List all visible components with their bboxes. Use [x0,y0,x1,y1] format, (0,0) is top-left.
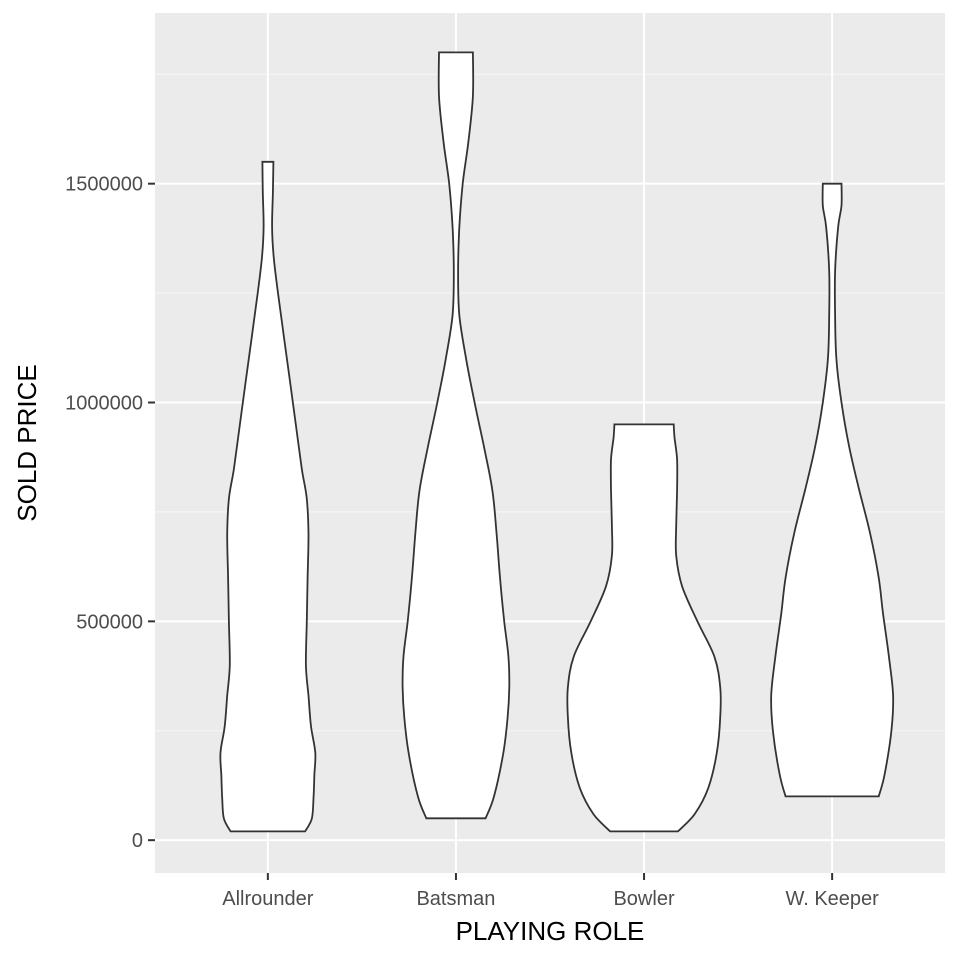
violin-w-keeper [770,182,895,798]
x-tick-label: Batsman [416,888,495,910]
violin-bowler [566,423,722,833]
violins [219,51,895,833]
violin-batsman [401,51,511,820]
x-tick-label: W. Keeper [785,888,879,910]
y-tick-label: 1000000 [65,393,143,415]
y-tick-label: 0 [132,830,143,852]
x-axis: Allrounder Batsman Bowler W. Keeper [222,873,879,910]
y-axis-title: SOLD PRICE [12,364,42,522]
y-tick-label: 1500000 [65,174,143,196]
y-tick-label: 500000 [76,611,143,633]
x-tick-label: Allrounder [222,888,314,910]
violin-allrounder [219,160,317,833]
x-axis-title: PLAYING ROLE [456,916,645,946]
x-tick-label: Bowler [613,888,674,910]
y-axis: 0 500000 1000000 1500000 [65,174,155,852]
